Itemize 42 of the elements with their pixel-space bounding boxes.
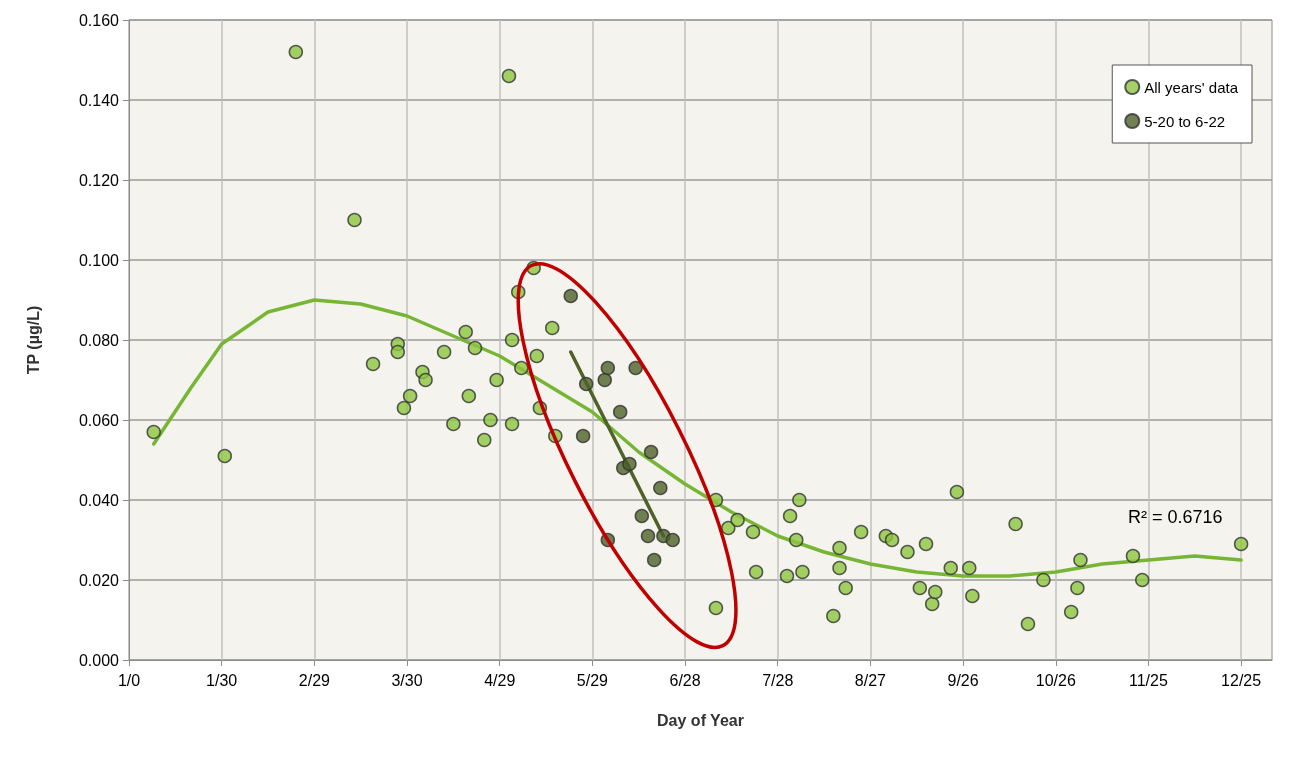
legend-label: 5-20 to 6-22: [1144, 112, 1226, 130]
x-tick-label: 2/29: [298, 671, 331, 689]
legend-label: All years' data: [1144, 78, 1239, 96]
point: [575, 428, 591, 444]
y-tick-label: 0.040: [78, 491, 120, 509]
y-tick-label: 0.020: [78, 571, 120, 589]
y-tick-label: 0.060: [78, 411, 120, 429]
x-tick-label: 9/26: [947, 671, 979, 689]
annotation: R² = 0.6716: [1128, 507, 1223, 527]
point: [643, 444, 659, 460]
line-series: [151, 298, 1243, 578]
x-tick-label: 3/30: [391, 671, 423, 689]
point: [600, 360, 616, 376]
point: [578, 376, 594, 392]
x-axis-title: Day of Year: [657, 711, 744, 729]
point: [628, 360, 643, 376]
x-tick-label: 1/30: [206, 671, 238, 689]
x-tick-label: 5/29: [576, 671, 609, 689]
point: [646, 552, 662, 568]
point: [640, 528, 656, 544]
x-tick-label: 11/25: [1129, 671, 1168, 689]
point: [634, 508, 650, 524]
y-tick-label: 0.080: [78, 331, 120, 349]
x-tick-label: 12/25: [1221, 671, 1262, 689]
y-tick-label: 0.160: [78, 11, 120, 29]
y-tick-label: 0.000: [78, 651, 120, 669]
point: [665, 532, 680, 548]
point: [597, 372, 612, 388]
x-tick-label: 10/26: [1035, 671, 1076, 689]
x-tick-label: 6/28: [669, 671, 701, 689]
y-tick-label: 0.140: [78, 91, 120, 109]
x-tick-label: 8/27: [854, 671, 887, 689]
y-tick-label: 0.100: [78, 251, 120, 269]
y-axis-title: TP (µg/L): [24, 305, 42, 375]
y-tick-label: 0.120: [78, 171, 120, 189]
x-tick-label: 7/28: [762, 671, 794, 689]
point: [563, 288, 578, 304]
x-tick-label: 4/29: [484, 671, 516, 689]
x-tick-label: 1/0: [117, 671, 141, 689]
point: [622, 456, 637, 472]
point: [612, 404, 628, 420]
point: [653, 480, 668, 496]
